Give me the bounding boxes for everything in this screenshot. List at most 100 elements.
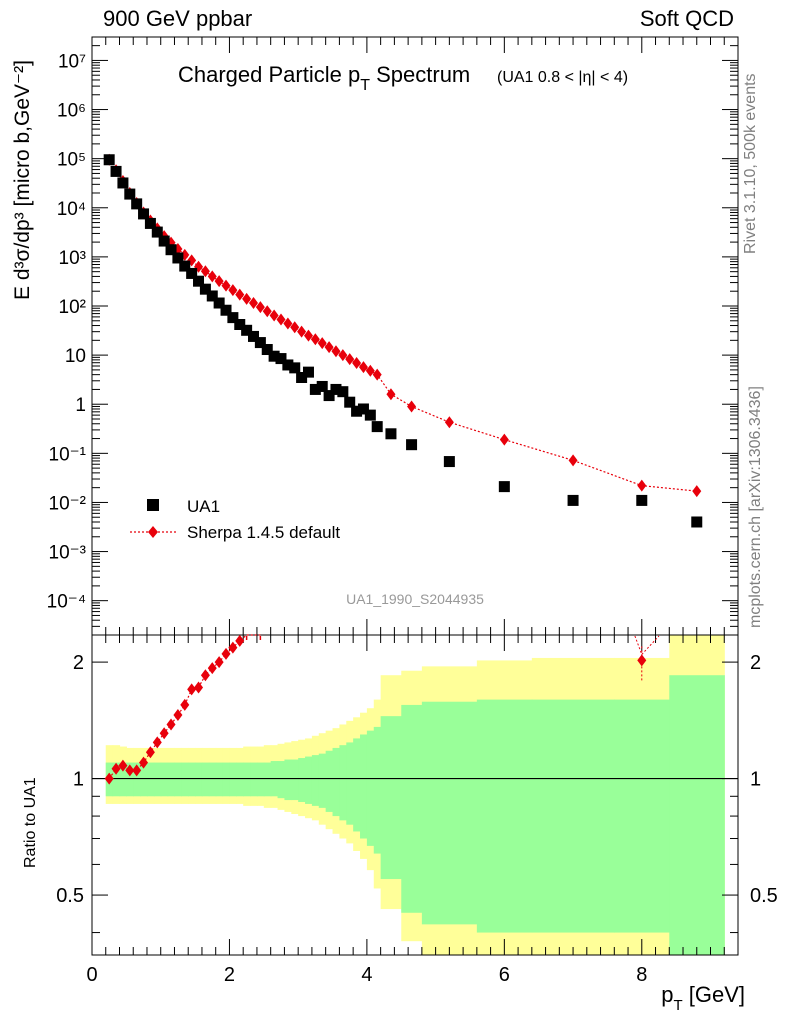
y-tick-label: 10⁻¹	[49, 444, 87, 465]
uncertainty-band-inner	[353, 738, 361, 832]
uncertainty-band-inner	[421, 701, 478, 925]
uncertainty-band-inner	[401, 704, 423, 913]
mc-point	[310, 333, 320, 346]
data-point	[124, 188, 136, 200]
uncertainty-band-inner	[284, 759, 292, 801]
mc-point	[499, 433, 509, 446]
mc-point	[269, 309, 279, 322]
category-label: Soft QCD	[639, 6, 734, 31]
uncertainty-band-inner	[373, 726, 382, 854]
ratio-y-tick-label-right: 2	[750, 652, 761, 674]
data-point	[103, 154, 115, 166]
ratio-mc-point	[111, 762, 121, 775]
mc-point	[200, 265, 210, 278]
data-point	[206, 290, 218, 302]
data-point	[302, 366, 314, 378]
mc-point	[276, 313, 286, 326]
legend-label-data: UA1	[187, 497, 220, 516]
x-tick-label: 6	[499, 964, 510, 986]
chart-title-note: (UA1 0.8 < |η| < 4)	[497, 69, 628, 86]
ratio-mc-point	[139, 756, 149, 769]
legend-label-mc: Sherpa 1.4.5 default	[187, 523, 340, 542]
data-point	[268, 350, 280, 362]
data-point	[138, 208, 150, 220]
data-point	[330, 383, 342, 395]
energy-label: 900 GeV ppbar	[103, 6, 253, 31]
legend-marker-data	[147, 499, 159, 511]
uncertainty-band-inner	[201, 762, 210, 797]
y-tick-label: 10³	[59, 248, 86, 269]
mc-series-line	[108, 159, 697, 492]
uncertainty-band-inner	[208, 762, 217, 797]
uncertainty-band-inner	[243, 762, 251, 797]
data-point	[151, 226, 163, 238]
ratio-mc-point	[187, 683, 197, 696]
uncertainty-band-inner	[305, 756, 313, 804]
uncertainty-band-inner	[181, 762, 189, 797]
mc-point	[283, 317, 293, 330]
mc-point	[331, 345, 341, 358]
ratio-mc-point	[132, 764, 142, 777]
x-axis-title: pT [GeV]	[661, 982, 745, 1014]
ratio-y-tick-label-right: 1	[750, 769, 761, 791]
uncertainty-band-inner	[250, 762, 258, 797]
data-point	[131, 198, 143, 210]
ratio-y-tick-label: 1	[73, 769, 84, 791]
data-point	[344, 396, 356, 408]
data-point	[443, 456, 455, 468]
ratio-mc-point	[166, 718, 176, 731]
analysis-id: UA1_1990_S2044935	[346, 591, 484, 607]
uncertainty-band-inner	[332, 747, 341, 817]
ratio-mc-point	[152, 736, 162, 749]
mc-point	[352, 357, 362, 370]
mc-point	[228, 284, 238, 297]
x-tick-label: 8	[636, 964, 647, 986]
uncertainty-band-inner	[339, 745, 347, 821]
data-point	[199, 283, 211, 295]
uncertainty-band-inner	[366, 730, 375, 846]
y-tick-label: 10⁴	[57, 199, 86, 220]
ratio-mc-point	[207, 662, 217, 675]
mc-point	[407, 400, 417, 413]
uncertainty-band-inner	[153, 762, 162, 797]
x-tick-label: 0	[86, 964, 97, 986]
y-tick-label: 10⁵	[57, 150, 86, 171]
data-point	[289, 362, 301, 374]
mc-point	[235, 288, 245, 301]
mc-point	[297, 325, 307, 338]
ratio-mc-point	[173, 708, 183, 721]
ratio-mc-point	[145, 746, 155, 759]
data-point	[498, 481, 510, 493]
mc-point	[207, 270, 217, 283]
mc-point	[637, 479, 647, 492]
uncertainty-band-inner	[229, 762, 237, 797]
uncertainty-band-inner	[346, 742, 354, 825]
uncertainty-band-inner	[126, 762, 134, 797]
mc-point	[372, 368, 382, 381]
uncertainty-band-inner	[476, 699, 533, 933]
uncertainty-band-inner	[236, 762, 244, 797]
data-point	[691, 516, 703, 528]
ratio-y-tick-label-right: 0.5	[750, 885, 778, 907]
uncertainty-band-inner	[140, 762, 148, 797]
data-point	[357, 403, 369, 415]
mc-point	[338, 349, 348, 362]
ratio-mc-point	[118, 759, 128, 772]
ratio-mc-point	[159, 727, 169, 740]
data-point	[193, 275, 205, 287]
data-point	[406, 439, 418, 451]
uncertainty-band-inner	[669, 675, 725, 955]
data-point	[385, 428, 397, 440]
data-point	[117, 177, 129, 189]
ratio-y-tick-label: 2	[73, 652, 84, 674]
ratio-mc-point	[221, 647, 231, 660]
uncertainty-band-inner	[188, 762, 196, 797]
data-point	[179, 260, 191, 272]
uncertainty-band-inner	[298, 758, 306, 802]
ratio-mc-line	[108, 634, 261, 779]
uncertainty-band-inner	[146, 762, 155, 797]
uncertainty-band-inner	[263, 762, 272, 797]
mc-point	[221, 279, 231, 292]
data-point	[248, 330, 259, 342]
x-tick-label: 4	[361, 964, 372, 986]
